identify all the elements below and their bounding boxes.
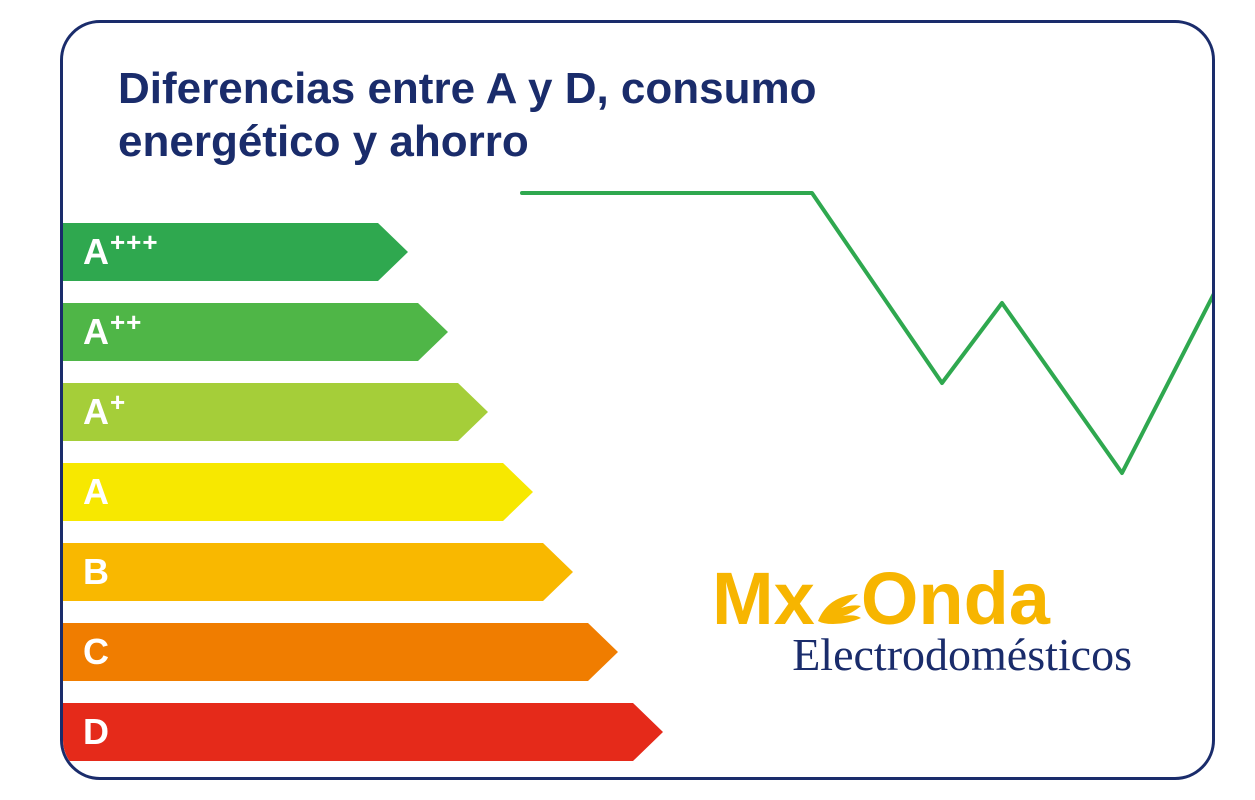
energy-bar-label: A+++ — [83, 231, 159, 273]
brand-logo: Mx Onda Electrodomésticos — [712, 562, 1142, 722]
brand-text-part1: Mx — [712, 562, 815, 636]
trend-line-chart — [522, 173, 1212, 523]
energy-bar-label: C — [83, 631, 110, 673]
energy-bar-label: D — [83, 711, 110, 753]
energy-bar-arrowhead — [458, 383, 488, 441]
energy-bar-body — [63, 463, 503, 521]
energy-bar-label: A — [83, 471, 110, 513]
energy-bar-body — [63, 543, 543, 601]
brand-text-part2: Onda — [861, 562, 1050, 636]
energy-bar-arrowhead — [633, 703, 663, 761]
energy-bar-body — [63, 623, 588, 681]
wing-icon — [813, 574, 863, 624]
info-card: Diferencias entre A y D, consumo energét… — [60, 20, 1215, 780]
energy-bar-arrowhead — [418, 303, 448, 361]
energy-bar-label: B — [83, 551, 110, 593]
energy-bar-label: A++ — [83, 311, 142, 353]
energy-bar-arrowhead — [378, 223, 408, 281]
trend-path — [522, 193, 1215, 473]
energy-bar-arrowhead — [588, 623, 618, 681]
energy-bar-body — [63, 703, 633, 761]
energy-bar-label: A+ — [83, 391, 126, 433]
page-title: Diferencias entre A y D, consumo energét… — [118, 63, 1018, 169]
energy-bar-arrowhead — [543, 543, 573, 601]
brand-name: Mx Onda — [712, 562, 1142, 636]
